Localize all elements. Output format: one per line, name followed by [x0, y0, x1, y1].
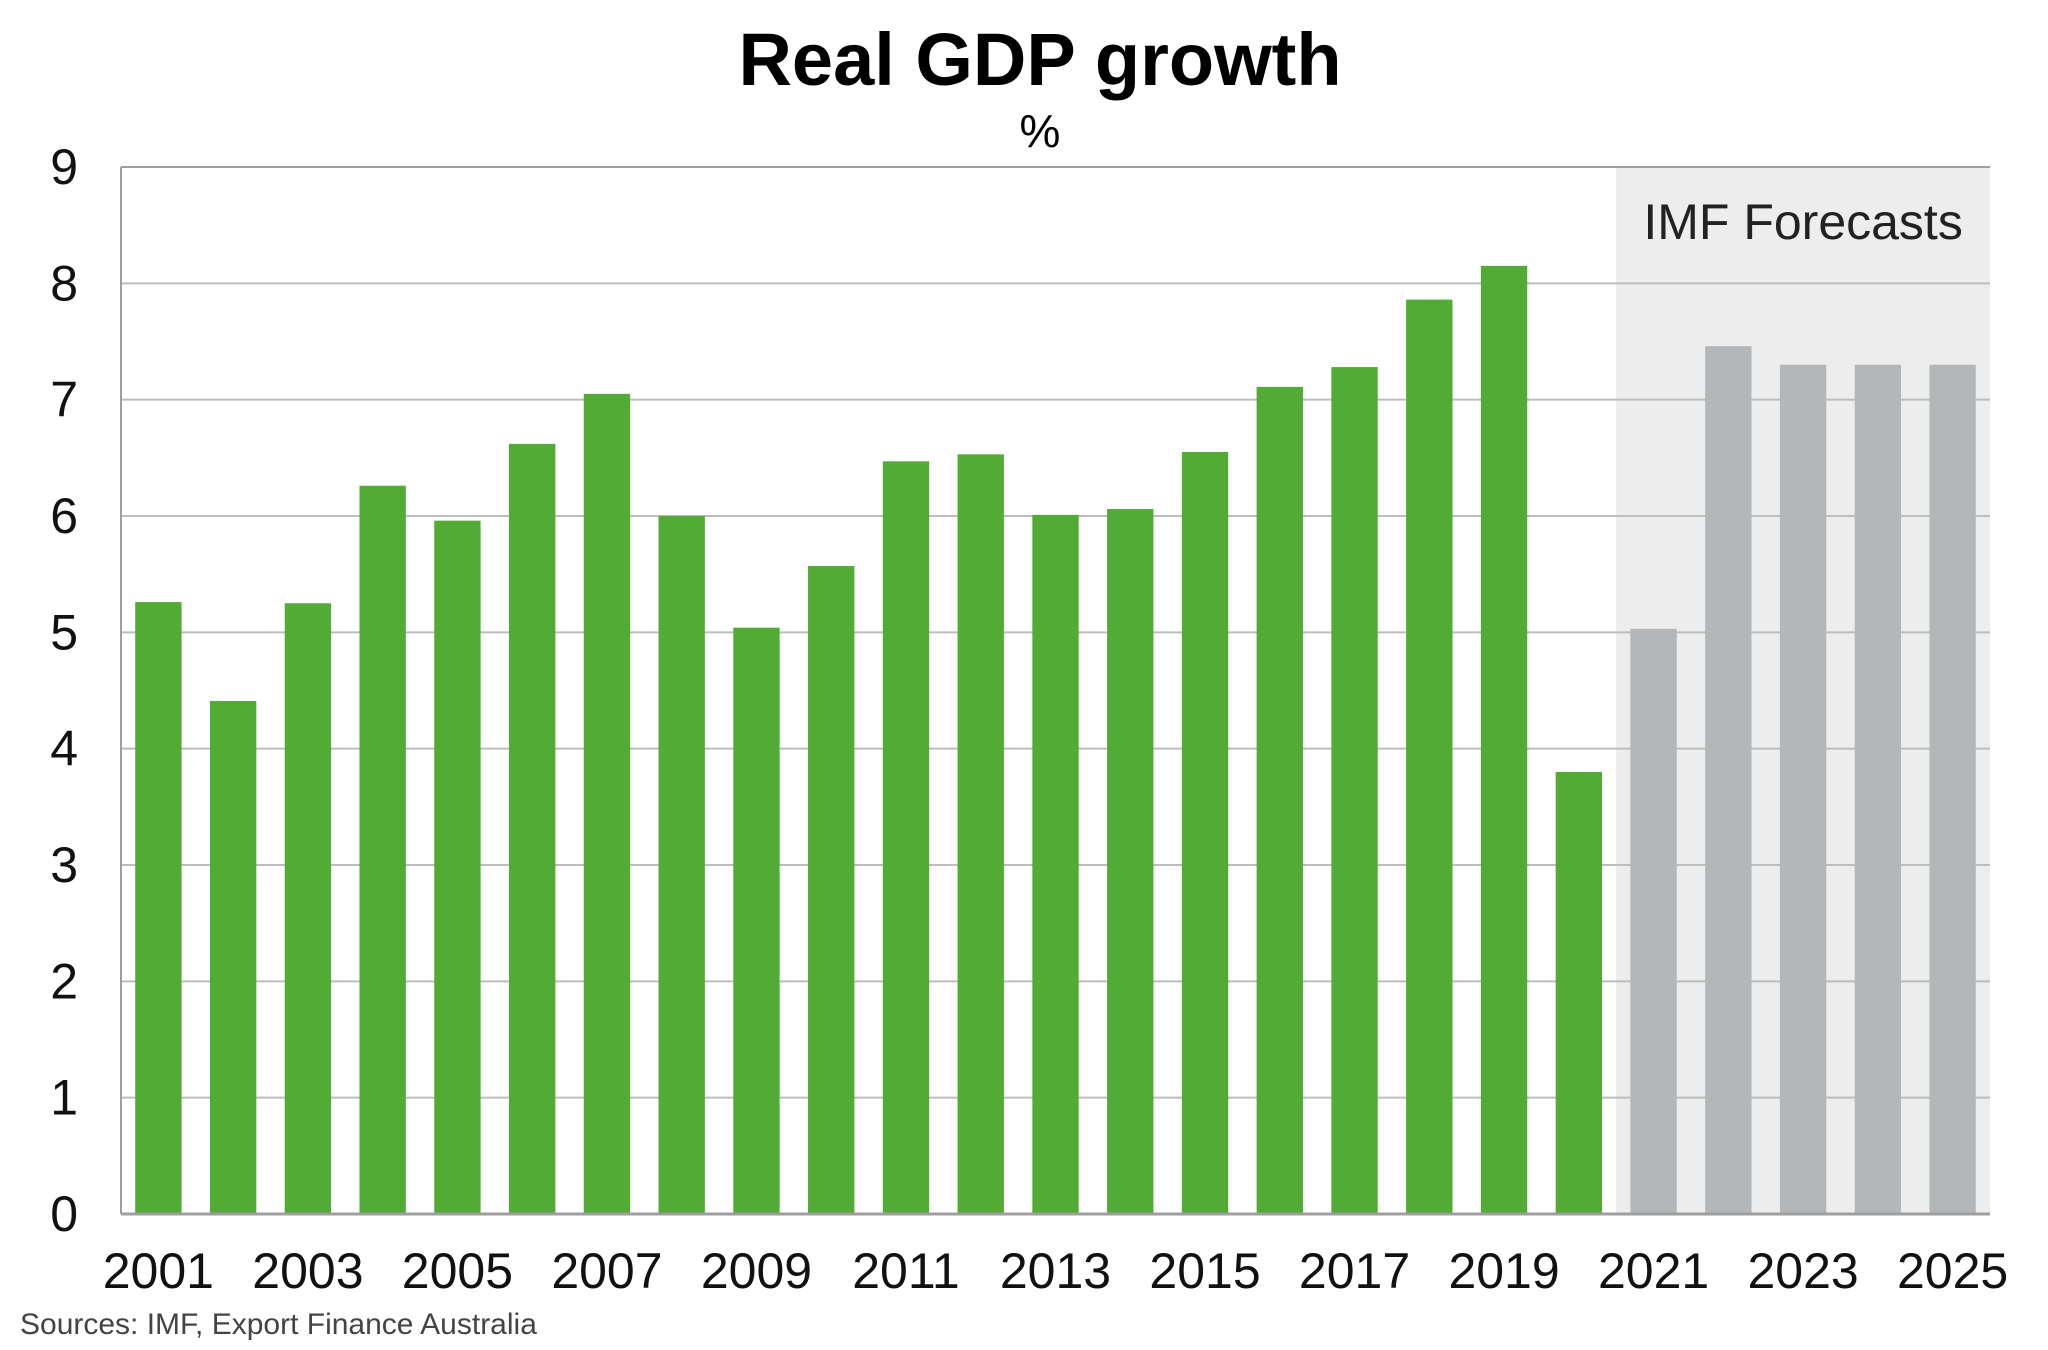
bar-2004: [359, 485, 406, 1215]
bar-2019: [1480, 265, 1528, 1215]
y-tick-label: 7: [50, 372, 78, 428]
y-tick-label: 5: [50, 604, 78, 660]
y-tick-label: 4: [50, 721, 78, 777]
y-tick-label: 2: [50, 953, 78, 1009]
bar-2021: [1630, 628, 1677, 1214]
bar-2006: [509, 443, 556, 1215]
x-tick-label: 2005: [402, 1243, 513, 1299]
bar-2024: [1854, 364, 1902, 1214]
bar-2013: [1032, 514, 1079, 1214]
bar-2023: [1779, 364, 1827, 1214]
bar-2014: [1107, 509, 1154, 1214]
chart-subtitle: %: [1019, 105, 1061, 157]
x-tick-label: 2025: [1897, 1243, 2008, 1299]
y-tick-label: 6: [50, 488, 78, 544]
bar-2018: [1406, 299, 1453, 1214]
x-tick-label: 2017: [1299, 1243, 1410, 1299]
bar-2005: [434, 520, 481, 1214]
bar-2009: [733, 627, 780, 1214]
x-tick-label: 2011: [852, 1243, 960, 1299]
x-tick-label: 2007: [551, 1243, 662, 1299]
x-tick-label: 2009: [701, 1243, 812, 1299]
bar-2001: [135, 602, 182, 1214]
bar-2025: [1929, 364, 1976, 1214]
tick-labels: 0 1 2 3 4 5 6 7 8 9 2001 2003 2005 2007 2009 2011 2013 20…: [50, 139, 2008, 1299]
bar-2012: [957, 454, 1004, 1214]
x-tick-label: 2019: [1448, 1243, 1559, 1299]
y-tick-label: 1: [50, 1070, 78, 1126]
bar-2007: [583, 393, 631, 1215]
bar-2002: [209, 700, 257, 1214]
bars: [135, 265, 1976, 1215]
y-tick-label: 9: [50, 139, 78, 195]
forecast-annotation: IMF Forecasts: [1643, 194, 1962, 250]
bar-2017: [1331, 367, 1378, 1214]
x-tick-label: 2003: [252, 1243, 363, 1299]
bar-2010: [808, 566, 855, 1214]
axes: [120, 166, 1990, 1216]
y-tick-label: 3: [50, 837, 78, 893]
x-tick-label: 2023: [1747, 1243, 1858, 1299]
chart-title: Real GDP growth: [738, 18, 1342, 101]
x-tick-label: 2015: [1149, 1243, 1260, 1299]
y-tick-label: 0: [50, 1186, 78, 1242]
x-tick-label: 2001: [103, 1243, 214, 1299]
bar-2003: [284, 603, 332, 1214]
bar-2011: [882, 461, 930, 1214]
bar-2022: [1705, 346, 1752, 1214]
bar-2020: [1555, 771, 1602, 1214]
y-tick-label: 8: [50, 255, 78, 311]
x-tick-label: 2013: [1000, 1243, 1111, 1299]
bar-2016: [1256, 386, 1303, 1214]
bar-2008: [658, 516, 705, 1214]
bar-2015: [1181, 452, 1229, 1214]
source-note: Sources: IMF, Export Finance Australia: [20, 1308, 537, 1341]
x-tick-label: 2021: [1598, 1243, 1709, 1299]
